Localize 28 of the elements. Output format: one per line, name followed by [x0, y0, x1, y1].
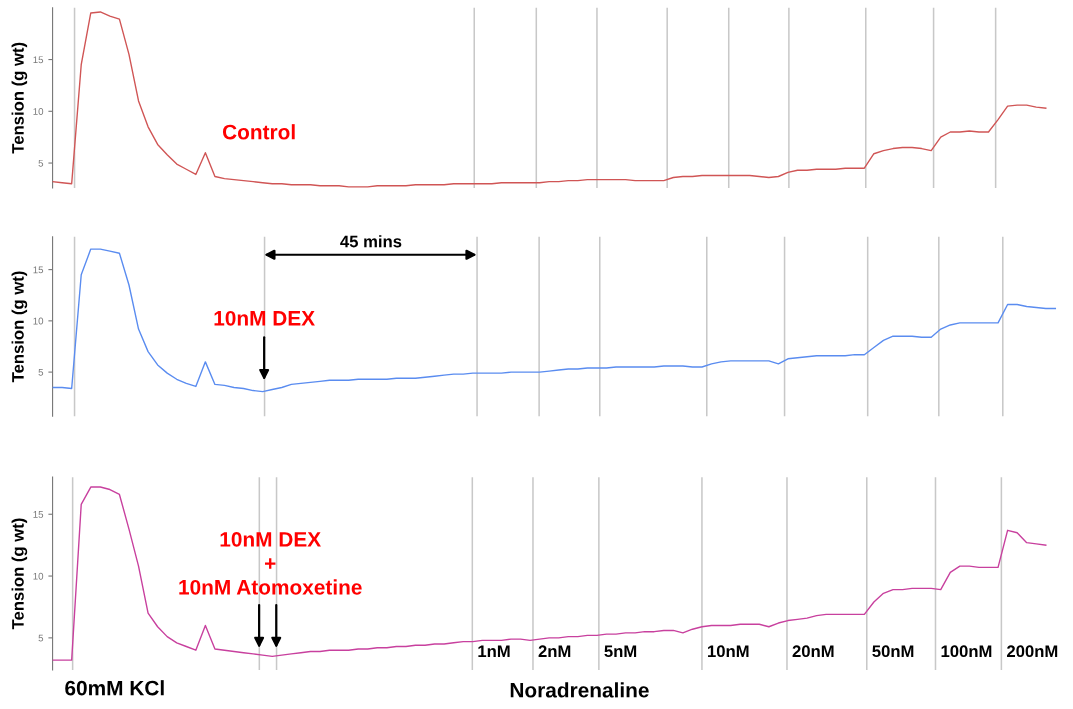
- annotation: Control: [222, 124, 295, 140]
- y-tick-label: 15: [33, 266, 44, 274]
- annotation: 50nM: [872, 645, 914, 658]
- annotation: 10nM: [708, 645, 749, 658]
- text: Noradrenaline: [510, 682, 649, 698]
- y-tick-label: 5: [38, 368, 44, 376]
- annotation: 5nM: [604, 645, 637, 658]
- annotation: 20nM: [792, 645, 834, 658]
- annotation: 10nM DEX: [214, 310, 315, 326]
- y-tick-label: 15: [33, 56, 44, 64]
- y-axis-title: Tension (g wt): [11, 271, 28, 383]
- text: 60mM KCl: [65, 680, 164, 696]
- y-tick-label: 10: [33, 108, 44, 115]
- annotation: 2nM: [538, 645, 571, 657]
- y-tick-label: 5: [38, 634, 44, 642]
- annotation: 100nM: [941, 645, 992, 658]
- y-tick-label: 5: [38, 159, 44, 167]
- annotation: 1nM: [478, 645, 510, 657]
- y-tick-label: 10: [33, 317, 44, 325]
- y-tick-label: 10: [33, 572, 44, 580]
- annotation: 45 mins: [340, 235, 402, 248]
- y-tick-label: 15: [33, 511, 44, 518]
- line-series: [52, 11, 1047, 188]
- y-axis-title: Tension (g wt): [11, 42, 28, 154]
- annotation: 10nM DEX + 10nM Atomoxetine: [179, 531, 362, 595]
- line-series: [52, 248, 1057, 393]
- annotation: 200nM: [1007, 645, 1058, 658]
- y-axis-title: Tension (g wt): [11, 518, 28, 630]
